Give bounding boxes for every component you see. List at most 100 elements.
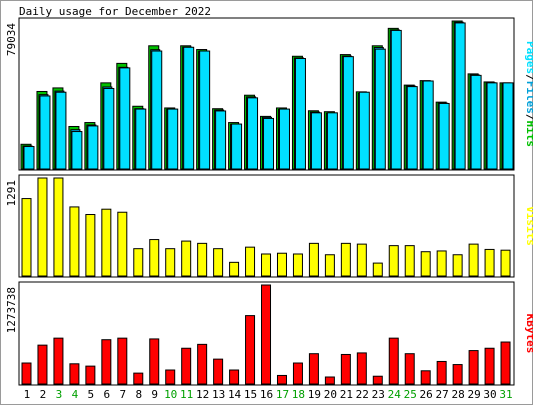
pages-bar (119, 67, 131, 170)
kbytes-bar (85, 365, 96, 385)
visits-bar (117, 211, 128, 277)
kbytes-bar (245, 315, 256, 385)
visits-bar (181, 240, 192, 277)
visits-bar (452, 254, 463, 277)
day-label: 9 (151, 388, 158, 401)
pages-bar (23, 146, 35, 170)
visits-bar (101, 208, 112, 277)
day-label: 29 (467, 388, 480, 401)
kbytes-bar (388, 337, 399, 385)
kbytes-bar (53, 337, 64, 385)
kbytes-bar (356, 352, 367, 385)
visits-bar (261, 253, 272, 277)
pages-bar (310, 112, 322, 170)
kbytes-bar (468, 350, 479, 385)
kbytes-bar (324, 376, 335, 385)
kbytes-bar (133, 372, 144, 385)
day-label: 12 (196, 388, 209, 401)
visits-bar (21, 198, 32, 277)
pages-bar (151, 50, 163, 170)
kbytes-bar (372, 375, 383, 385)
day-label: 6 (104, 388, 111, 401)
kbytes-bar (308, 353, 319, 385)
visits-bar (245, 246, 256, 277)
visits-bar (53, 177, 64, 277)
day-label: 2 (40, 388, 47, 401)
visits-bar (324, 254, 335, 277)
visits-bar (197, 242, 208, 277)
legend-visits: Visits (524, 206, 533, 246)
kbytes-bar (21, 362, 32, 385)
visits-bar (85, 214, 96, 277)
pages-bar (294, 58, 306, 170)
kbytes-bar (340, 353, 351, 385)
kbytes-bar (292, 362, 303, 385)
visits-bar (165, 248, 176, 277)
pages-bar (342, 56, 354, 170)
day-label: 14 (228, 388, 242, 401)
pages-bar (326, 112, 338, 170)
legend-hits: Hits (524, 121, 533, 148)
pages-bar (199, 50, 211, 170)
panel-2-ymax-label: 1291 (5, 180, 18, 207)
visits-bar (420, 251, 431, 277)
kbytes-bar (165, 369, 176, 385)
pages-bar (422, 80, 434, 170)
kbytes-bar (484, 347, 495, 385)
pages-bar (486, 82, 498, 170)
kbytes-bar (261, 284, 272, 385)
day-label: 4 (72, 388, 79, 401)
day-label: 17 (276, 388, 289, 401)
pages-bar (231, 123, 243, 170)
visits-bar (436, 250, 447, 277)
kbytes-bar (117, 337, 128, 385)
pages-bar (438, 102, 450, 170)
chart-title: Daily usage for December 2022 (19, 5, 211, 18)
visits-bar (372, 262, 383, 277)
day-label: 28 (451, 388, 464, 401)
kbytes-bar (69, 363, 80, 385)
day-label: 11 (180, 388, 193, 401)
kbytes-bar (101, 339, 112, 385)
day-label: 10 (164, 388, 177, 401)
visits-bar (484, 248, 495, 277)
pages-bar (406, 86, 418, 170)
kbytes-bar (213, 358, 224, 385)
day-label: 30 (483, 388, 496, 401)
visits-bar (468, 243, 479, 277)
visits-bar (133, 248, 144, 277)
visits-bar (340, 242, 351, 277)
legend-kbytes: KBytes (524, 314, 533, 354)
day-label: 26 (420, 388, 433, 401)
day-label: 20 (324, 388, 337, 401)
panel-2-legend: Visits (524, 206, 533, 246)
day-label: 7 (119, 388, 126, 401)
pages-bar (135, 108, 147, 170)
visits-bar (276, 252, 287, 277)
day-label: 22 (356, 388, 369, 401)
day-label: 24 (388, 388, 402, 401)
pages-bar (358, 91, 370, 170)
visits-bar (308, 242, 319, 277)
visits-bar (500, 249, 511, 277)
kbytes-bar (37, 344, 48, 385)
day-label: 15 (244, 388, 257, 401)
kbytes-bar (420, 370, 431, 385)
kbytes-bar (436, 360, 447, 385)
day-label: 27 (436, 388, 449, 401)
pages-bar (215, 110, 227, 170)
panel-1-ymax-label: 79034 (5, 23, 18, 56)
kbytes-bar (500, 341, 511, 385)
pages-bar (71, 131, 83, 170)
legend-files: Files (524, 81, 533, 114)
legend-pages: Pages (524, 41, 533, 74)
day-label: 13 (212, 388, 225, 401)
kbytes-bar (404, 353, 415, 385)
day-label: 19 (308, 388, 321, 401)
day-label: 18 (292, 388, 305, 401)
legend-slash-1: / (524, 74, 533, 81)
kbytes-bar (276, 374, 287, 385)
pages-bar (87, 125, 99, 170)
day-label: 31 (499, 388, 512, 401)
